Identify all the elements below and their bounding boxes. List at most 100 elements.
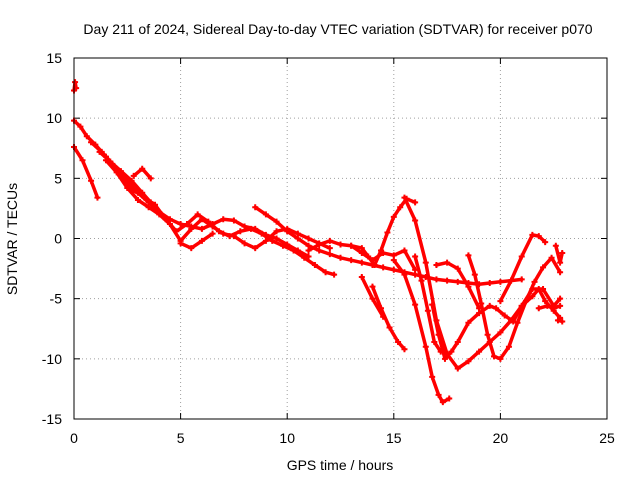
data-point	[535, 233, 542, 240]
data-point	[397, 204, 404, 211]
series-line	[498, 233, 547, 303]
data-point	[147, 199, 154, 206]
data-point	[369, 283, 376, 290]
data-point	[493, 305, 500, 312]
data-point	[433, 261, 440, 268]
data-point	[337, 241, 344, 248]
data-point	[262, 211, 269, 218]
series-trace-f	[96, 148, 154, 206]
plot-frame	[73, 57, 608, 420]
data-point	[166, 221, 173, 228]
data-point	[542, 298, 549, 305]
data-point	[439, 399, 446, 406]
data-point	[230, 217, 237, 224]
data-point	[433, 276, 440, 283]
data-point	[301, 254, 308, 261]
data-point	[557, 259, 564, 266]
data-point	[497, 329, 504, 336]
data-point	[557, 269, 564, 276]
data-point	[252, 204, 259, 211]
data-point	[77, 123, 84, 130]
series-trace-c	[71, 144, 101, 201]
data-point	[401, 346, 408, 353]
data-point	[117, 168, 124, 175]
data-point	[390, 266, 397, 273]
tick-labels: 0 5 10 15 20 25 -15 -10 -5 0 5 10 15	[42, 50, 615, 446]
y-tick-label: 15	[46, 50, 62, 66]
data-point	[454, 338, 461, 345]
data-point	[395, 338, 402, 345]
data-point	[113, 169, 120, 176]
series-trace-o	[369, 283, 408, 353]
data-point	[152, 201, 159, 208]
data-point	[258, 230, 265, 237]
series-trace-s	[497, 231, 549, 305]
data-point	[401, 194, 408, 201]
grid	[74, 58, 607, 419]
y-tick-label: 10	[46, 110, 62, 126]
data-point	[198, 225, 205, 232]
data-point	[548, 254, 555, 261]
data-point	[529, 293, 536, 300]
data-point	[331, 271, 338, 278]
data-point	[486, 280, 493, 287]
data-point	[371, 261, 378, 268]
data-point	[358, 274, 365, 281]
y-tick-label: -10	[42, 351, 62, 367]
data-point	[88, 139, 95, 146]
data-point	[401, 247, 408, 254]
data-point	[83, 133, 90, 140]
data-point	[518, 253, 525, 260]
data-point	[418, 277, 425, 284]
data-point	[79, 157, 86, 164]
y-tick-label: -15	[42, 411, 62, 427]
data-point	[535, 305, 542, 312]
x-tick-label: 25	[599, 430, 615, 446]
axis-ticks	[73, 57, 608, 420]
data-point	[322, 269, 329, 276]
series-line	[537, 304, 562, 311]
data-point	[476, 348, 483, 355]
data-point	[412, 253, 419, 260]
data-point	[139, 165, 146, 172]
series-trace-g	[130, 165, 154, 182]
data-point	[386, 324, 393, 331]
data-point	[358, 245, 365, 252]
data-point	[465, 319, 472, 326]
data-point	[337, 254, 344, 261]
data-point	[128, 177, 135, 184]
series-trace-e	[102, 157, 333, 252]
data-point	[501, 312, 508, 319]
data-point	[557, 302, 564, 309]
data-point	[435, 331, 442, 338]
data-point	[348, 242, 355, 249]
x-tick-label: 5	[177, 430, 185, 446]
series-trace-i	[252, 204, 525, 288]
data-point	[241, 240, 248, 247]
data-point	[497, 298, 504, 305]
data-point	[380, 264, 387, 271]
data-point	[484, 331, 491, 338]
data-point	[505, 343, 512, 350]
data-point	[540, 264, 547, 271]
data-point	[454, 278, 461, 285]
y-tick-label: -5	[50, 291, 63, 307]
data-point	[422, 343, 429, 350]
data-point	[557, 295, 564, 302]
data-point	[147, 175, 154, 182]
data-point	[444, 277, 451, 284]
data-point	[437, 348, 444, 355]
data-point	[429, 373, 436, 380]
data-point	[156, 211, 163, 218]
data-point	[390, 257, 397, 264]
data-point	[96, 148, 103, 155]
data-point	[465, 358, 472, 365]
data-point	[177, 240, 184, 247]
data-point	[284, 228, 291, 235]
data-point	[412, 199, 419, 206]
data-point	[311, 261, 318, 268]
data-point	[465, 283, 472, 290]
x-tick-label: 20	[493, 430, 509, 446]
data-point	[305, 253, 312, 260]
data-point	[294, 235, 301, 242]
